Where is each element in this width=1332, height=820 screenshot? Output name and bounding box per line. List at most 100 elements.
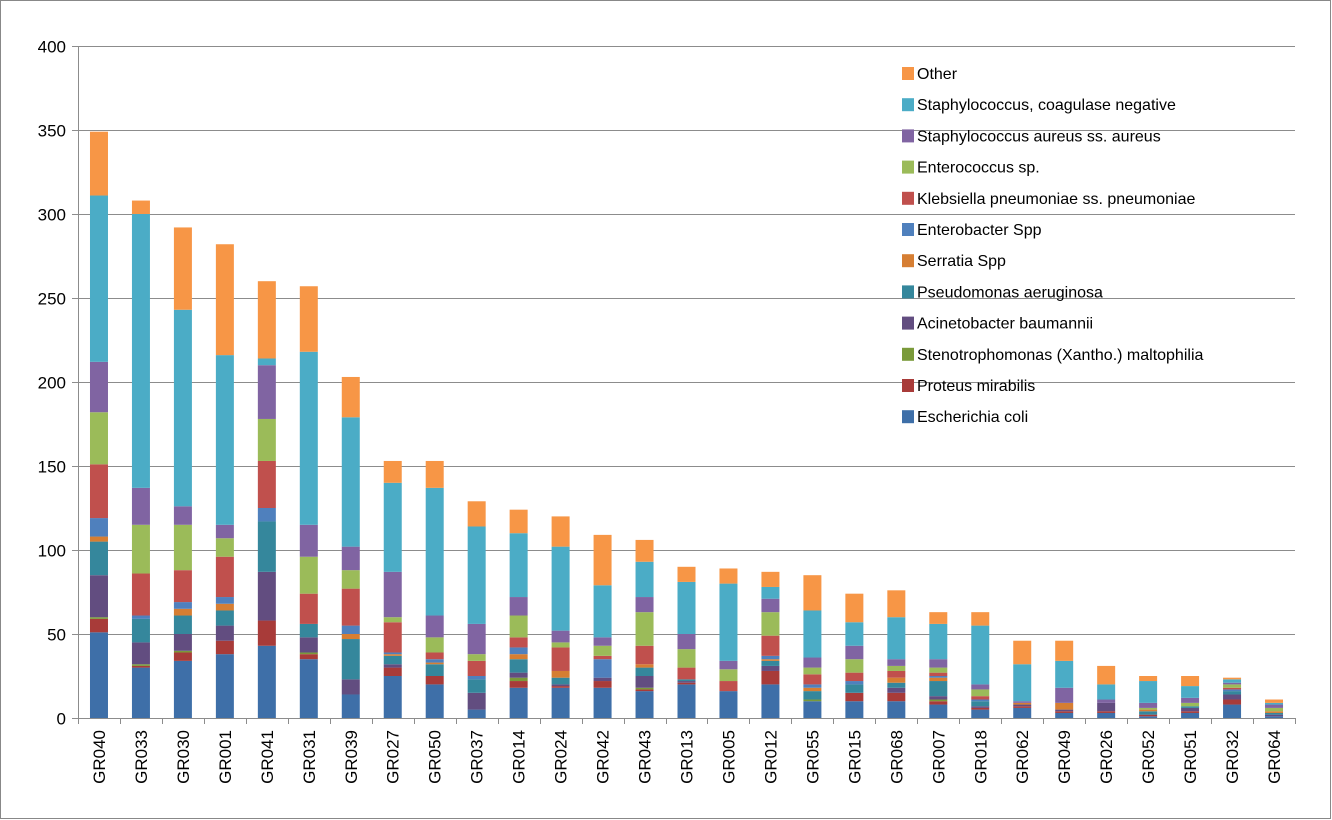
bar-segment [1265,712,1284,715]
bar-segment [257,281,276,359]
bar-segment [887,659,906,666]
bar-segment [1265,702,1284,705]
bar-segment [845,681,864,685]
bar-segment [971,707,990,710]
bar-segment [1181,676,1200,687]
x-tick-label: GR042 [594,730,613,784]
bar-segment [803,575,822,611]
bar-segment [887,701,906,718]
bar-segment [929,672,948,676]
bar-segment [173,634,192,651]
bar-segment [551,684,570,687]
x-tick-label: GR068 [887,730,906,784]
bar-segment [593,655,612,660]
bar-segment [89,575,108,618]
legend-swatch [902,129,914,143]
bar-segment [1265,716,1284,718]
bar-segment [1223,684,1242,688]
bar-segment [1223,677,1242,680]
y-tick-label: 100 [38,542,66,561]
bar-segment [1181,711,1200,713]
bar-segment [89,617,108,619]
bar-segment [593,681,612,688]
y-tick-label: 50 [47,626,66,645]
legend-swatch [902,347,914,361]
legend-swatch [902,191,914,205]
bar-segment [173,506,192,525]
bar-segment [257,460,276,508]
bar-segment [887,590,906,618]
bar-segment [887,677,906,683]
bar-segment [89,361,108,413]
bar-segment [383,622,402,653]
bar-segment [299,524,318,557]
bar-segment [467,623,486,655]
bar-segment [719,660,738,670]
bar-segment [719,568,738,584]
bar-segment [1139,711,1158,715]
x-tick-label: GR039 [342,730,361,784]
x-tick-label: GR040 [90,730,109,784]
x-tick-label: GR030 [174,730,193,784]
bar-segment [215,654,234,718]
bar-segment [89,518,108,537]
y-tick-label: 200 [38,374,66,393]
bar-segment [383,652,402,655]
bar-segment [383,667,402,676]
x-tick-label: GR052 [1139,730,1158,784]
bar-segment [845,684,864,693]
bar-segment [761,586,780,599]
bar-segment [887,692,906,702]
bar-segment [509,687,528,718]
bar-segment [1097,665,1116,685]
bar-segment [257,521,276,572]
bar-segment [509,647,528,655]
x-tick-label: GR032 [1223,730,1242,784]
bar-segment [1223,704,1242,718]
bar-segment [341,694,360,718]
bar-segment [1013,706,1032,708]
bar-segment [425,487,444,616]
bar-segment [509,677,528,682]
bar-segment [257,418,276,461]
x-tick-label: GR014 [510,730,529,784]
y-tick-label: 0 [57,710,66,729]
bar-segment [593,645,612,656]
bar-segment [803,691,822,700]
bar-segment [1181,706,1200,708]
bar-segment [383,664,402,668]
bar-segment [1223,679,1242,683]
bar-segment [509,509,528,534]
bar-segment [1265,704,1284,708]
bar-segment [383,655,402,665]
bar-segment [383,482,402,572]
bar-segment [173,524,192,571]
bar-segment [299,351,318,525]
legend-swatch [902,67,914,80]
bar-segment [131,615,150,619]
bar-segment [971,709,990,718]
legend-label: Pseudomonas aeruginosa [917,284,1103,301]
bar-segment [1223,691,1242,695]
bar-segment [425,664,444,676]
x-tick-label: GR033 [132,730,151,784]
legend-label: Stenotrophomonas (Xantho.) maltophilia [917,347,1203,364]
bar-segment [929,623,948,660]
bar-segment [929,659,948,668]
bar-segment [383,617,402,623]
bar-segment [845,659,864,673]
bar-segment [131,573,150,616]
bar-segment [257,571,276,621]
bar-segment [509,659,528,673]
bar-segment [257,620,276,646]
bar-segment [425,460,444,488]
bar-segment [467,660,486,676]
bar-segment [299,623,318,638]
bar-segment [173,608,192,616]
bar-segment [299,637,318,653]
bar-segment [467,709,486,718]
bar-segment [173,602,192,609]
bar-segment [803,610,822,658]
bar-segment [551,670,570,678]
